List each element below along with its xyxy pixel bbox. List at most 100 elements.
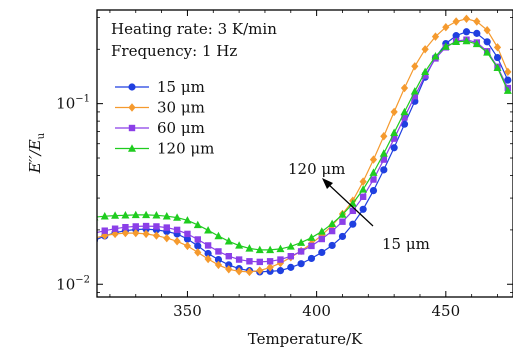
data-point	[369, 155, 378, 164]
data-point	[266, 263, 274, 272]
data-point	[410, 87, 419, 95]
x-tick-label: 400	[302, 302, 331, 320]
data-point	[379, 149, 388, 157]
data-point	[503, 86, 512, 94]
data-point	[380, 132, 388, 141]
data-point	[307, 254, 316, 263]
y-axis-label: E′′/Eu	[26, 132, 47, 174]
data-point	[266, 258, 274, 265]
data-point	[122, 223, 129, 231]
data-point	[235, 256, 243, 263]
data-point	[152, 211, 161, 219]
data-point	[256, 266, 264, 275]
data-point	[339, 218, 346, 225]
data-point	[493, 63, 502, 71]
data-point	[400, 83, 409, 93]
data-point	[411, 62, 419, 71]
data-point	[183, 241, 192, 251]
data-point	[287, 252, 294, 260]
data-point	[142, 210, 151, 219]
data-point	[183, 235, 192, 243]
arrow-label-top: 120 μm	[288, 160, 345, 178]
data-point	[462, 14, 471, 23]
legend-marker	[128, 144, 136, 152]
data-point	[215, 248, 222, 255]
annotation-frequency: Frequency: 1 Hz	[111, 42, 237, 60]
data-point	[111, 229, 119, 239]
data-point	[173, 213, 182, 221]
data-point	[400, 107, 409, 116]
data-point	[142, 222, 150, 230]
data-point	[214, 260, 223, 270]
legend-marker	[128, 124, 136, 132]
y-tick-label: 10−2	[56, 274, 90, 293]
data-point	[194, 242, 202, 250]
data-point	[163, 224, 170, 231]
y-tick-label-exp: −2	[75, 274, 90, 285]
data-point	[194, 248, 202, 257]
data-point	[493, 43, 502, 52]
data-point	[421, 72, 429, 79]
data-point	[214, 255, 223, 264]
data-point	[132, 228, 140, 238]
data-point	[100, 212, 109, 220]
data-point	[462, 36, 471, 45]
legend-label: 60 μm	[157, 119, 205, 137]
data-point	[121, 211, 130, 219]
data-point	[401, 114, 408, 121]
y-axis-label-main: E′′/E	[26, 139, 44, 174]
data-point	[307, 233, 316, 241]
data-point	[173, 237, 181, 246]
legend-item: 60 μm	[115, 119, 205, 137]
series-layer	[97, 14, 512, 277]
data-point	[380, 166, 388, 174]
legend-marker	[128, 103, 136, 112]
data-point	[452, 17, 460, 26]
y-axis-label-group: E′′/Eu	[26, 132, 47, 174]
data-point	[225, 252, 232, 260]
annotation-heating-rate: Heating rate: 3 K/min	[111, 20, 277, 38]
data-point	[131, 210, 140, 219]
data-point	[183, 216, 192, 224]
data-point	[318, 235, 325, 243]
data-point	[462, 28, 471, 36]
x-tick-label: 450	[431, 302, 460, 320]
plot-frame	[96, 9, 513, 298]
data-point	[349, 207, 357, 215]
data-point	[472, 39, 481, 48]
data-point	[441, 42, 450, 50]
data-point	[132, 223, 139, 230]
data-point	[173, 226, 181, 234]
data-point	[225, 265, 233, 274]
data-point	[256, 258, 263, 266]
data-point	[473, 29, 481, 37]
data-point	[286, 242, 295, 250]
data-point	[111, 211, 120, 219]
data-point	[245, 267, 254, 277]
legend-item: 15 μm	[115, 78, 205, 96]
data-point	[359, 177, 367, 186]
data-point	[421, 45, 429, 54]
data-point	[504, 67, 512, 77]
data-point	[411, 92, 419, 100]
data-point	[318, 248, 326, 257]
legend: 15 μm 30 μm 60 μm 120 μm	[115, 78, 214, 158]
data-point	[153, 223, 160, 230]
legend-item: 30 μm	[115, 99, 205, 117]
arrow-head	[322, 178, 333, 189]
data-point	[369, 187, 378, 195]
y-tick-label: 10−1	[56, 94, 90, 113]
data-point	[225, 261, 233, 269]
data-point	[308, 242, 315, 250]
data-point	[246, 258, 253, 265]
data-point	[390, 144, 398, 152]
legend-marker	[128, 83, 136, 91]
data-point	[359, 185, 368, 193]
data-point	[370, 176, 377, 183]
data-point	[255, 245, 264, 254]
y-tick-label-base: 10	[56, 95, 75, 113]
data-point	[390, 135, 398, 142]
x-tick-label: 350	[173, 302, 202, 320]
